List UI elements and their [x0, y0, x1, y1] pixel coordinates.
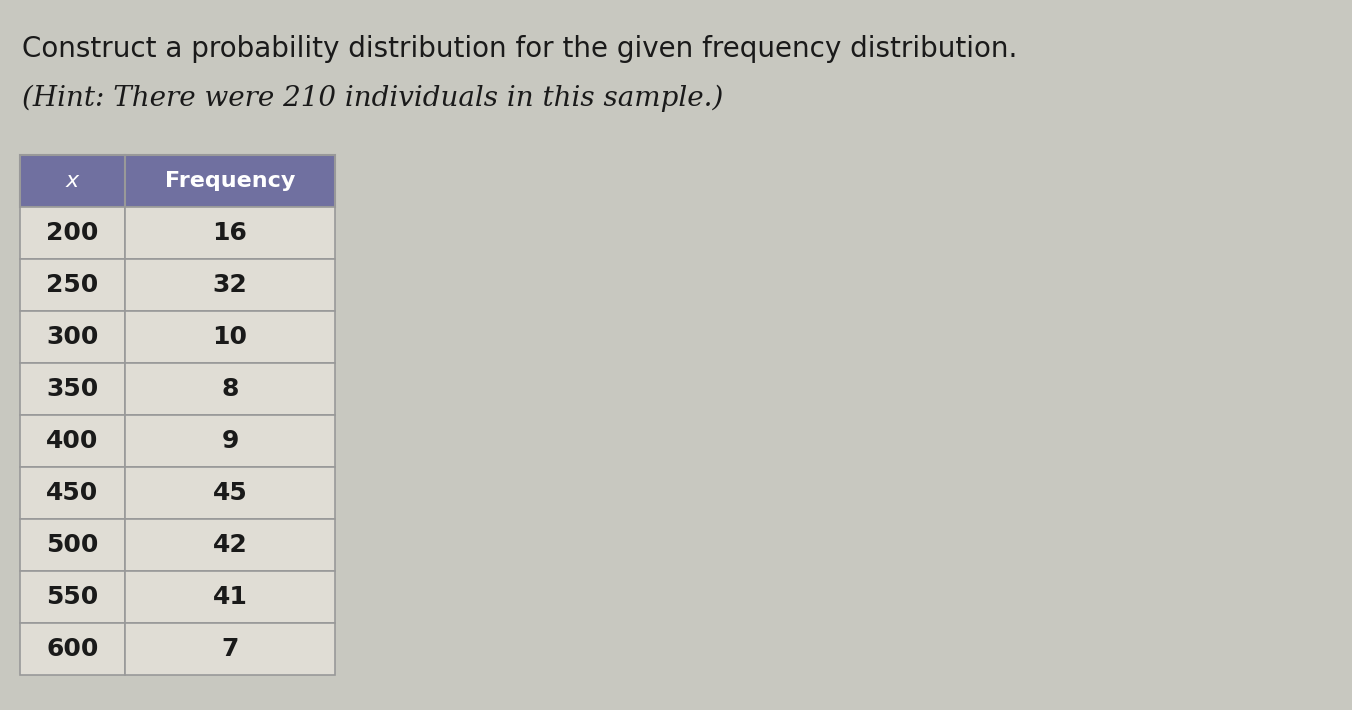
Text: x: x: [66, 171, 78, 191]
Bar: [124, 623, 335, 675]
Bar: [20, 467, 124, 519]
Bar: [20, 155, 124, 207]
Bar: [124, 259, 335, 311]
Bar: [20, 363, 124, 415]
Text: 300: 300: [46, 325, 99, 349]
Text: 550: 550: [46, 585, 99, 609]
Text: 600: 600: [46, 637, 99, 661]
Text: Frequency: Frequency: [165, 171, 295, 191]
Bar: [20, 311, 124, 363]
Text: 32: 32: [212, 273, 247, 297]
Text: 41: 41: [212, 585, 247, 609]
Text: 16: 16: [212, 221, 247, 245]
Bar: [124, 519, 335, 571]
Text: 350: 350: [46, 377, 99, 401]
Bar: [20, 623, 124, 675]
Text: 10: 10: [212, 325, 247, 349]
Bar: [124, 363, 335, 415]
Text: 500: 500: [46, 533, 99, 557]
Bar: [124, 415, 335, 467]
Text: 7: 7: [222, 637, 239, 661]
Bar: [124, 155, 335, 207]
Text: 250: 250: [46, 273, 99, 297]
Text: 9: 9: [222, 429, 239, 453]
Text: 8: 8: [222, 377, 239, 401]
Text: 450: 450: [46, 481, 99, 505]
Bar: [20, 415, 124, 467]
Text: (Hint: There were 210 individuals in this sample.): (Hint: There were 210 individuals in thi…: [22, 85, 723, 112]
Bar: [20, 519, 124, 571]
Text: 45: 45: [212, 481, 247, 505]
Text: 400: 400: [46, 429, 99, 453]
Bar: [124, 311, 335, 363]
Bar: [20, 259, 124, 311]
Text: 42: 42: [212, 533, 247, 557]
Text: 200: 200: [46, 221, 99, 245]
Bar: [124, 571, 335, 623]
Bar: [20, 571, 124, 623]
Text: Construct a probability distribution for the given frequency distribution.: Construct a probability distribution for…: [22, 35, 1017, 63]
Bar: [124, 467, 335, 519]
Bar: [124, 207, 335, 259]
Bar: [20, 207, 124, 259]
